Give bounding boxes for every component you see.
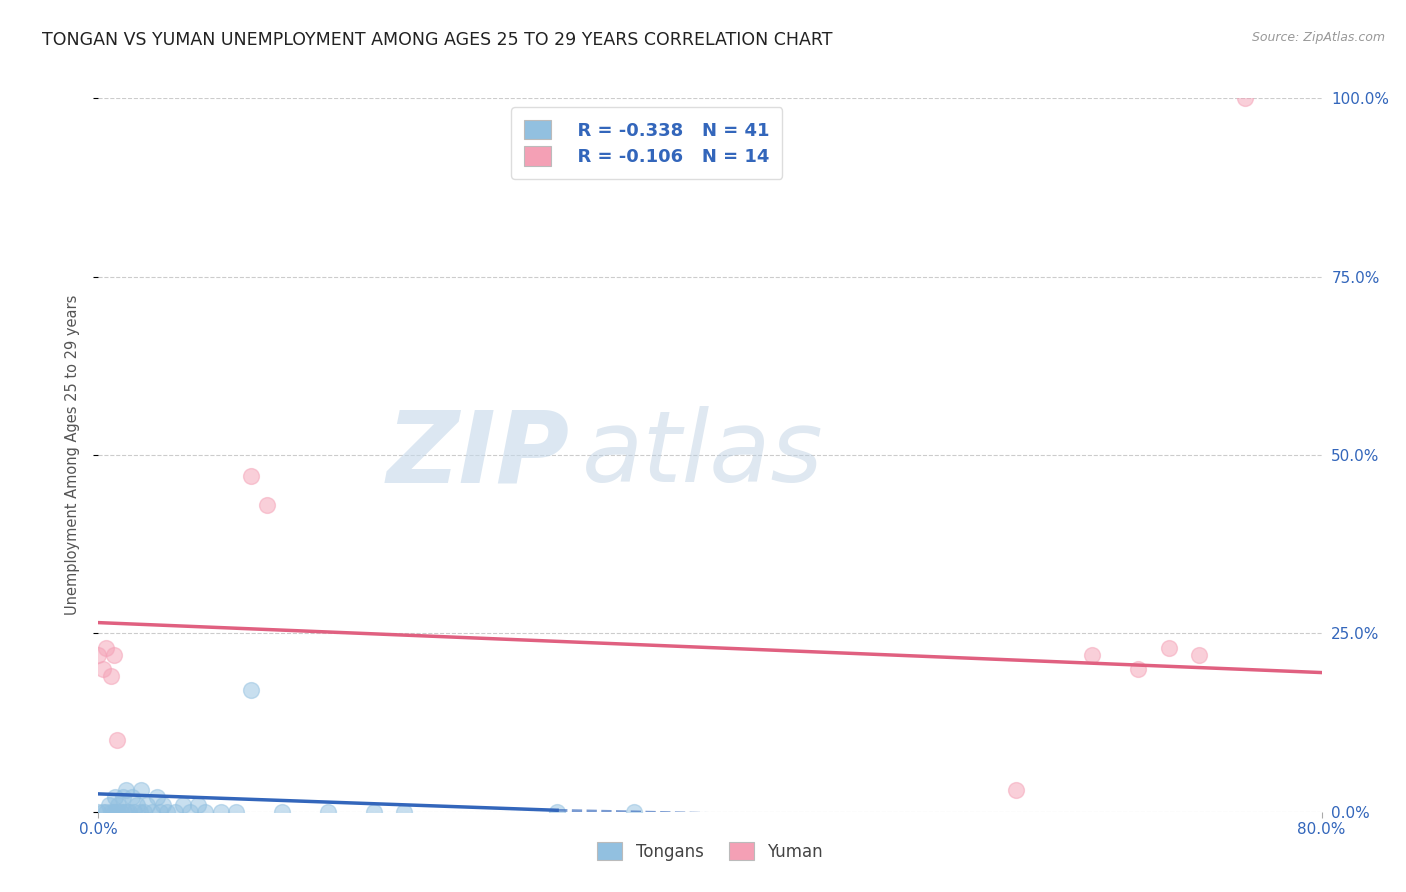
Point [316,805,339,819]
Point [94,640,117,655]
Point [128,805,150,819]
Point [187,797,209,812]
Text: Source: ZipAtlas.com: Source: ZipAtlas.com [1251,31,1385,45]
Point [87,805,110,819]
Point [118,805,141,819]
Point [240,683,263,698]
Point [392,805,416,819]
Point [256,498,278,512]
Point [1081,648,1104,662]
Text: ZIP: ZIP [387,407,569,503]
Point [172,797,194,812]
Point [1004,783,1026,797]
Point [363,805,385,819]
Point [104,790,127,805]
Point [163,805,186,819]
Text: atlas: atlas [582,407,824,503]
Point [91,662,114,676]
Point [179,805,201,819]
Point [546,805,568,819]
Point [1188,648,1211,662]
Point [94,805,117,819]
Point [105,805,128,819]
Y-axis label: Unemployment Among Ages 25 to 29 years: Unemployment Among Ages 25 to 29 years [65,294,80,615]
Point [91,805,114,819]
Point [149,805,172,819]
Point [117,805,139,819]
Point [194,805,217,819]
Point [107,797,129,812]
Point [134,805,156,819]
Point [100,669,122,683]
Point [103,648,125,662]
Point [110,805,132,819]
Point [98,797,121,812]
Point [141,805,163,819]
Point [121,790,143,805]
Point [152,797,174,812]
Point [87,648,110,662]
Point [125,797,148,812]
Point [623,805,645,819]
Point [111,790,134,805]
Point [156,805,179,819]
Point [1234,91,1257,105]
Legend: Tongans, Yuman: Tongans, Yuman [591,836,830,868]
Point [1157,640,1180,655]
Point [270,805,292,819]
Point [145,790,167,805]
Point [136,797,159,812]
Point [103,805,125,819]
Point [1128,662,1150,676]
Point [129,783,152,797]
Point [240,469,263,483]
Point [105,733,128,747]
Text: TONGAN VS YUMAN UNEMPLOYMENT AMONG AGES 25 TO 29 YEARS CORRELATION CHART: TONGAN VS YUMAN UNEMPLOYMENT AMONG AGES … [42,31,832,49]
Point [209,805,232,819]
Point [100,805,122,819]
Point [115,783,138,797]
Point [112,805,135,819]
Point [225,805,247,819]
Point [122,805,145,819]
